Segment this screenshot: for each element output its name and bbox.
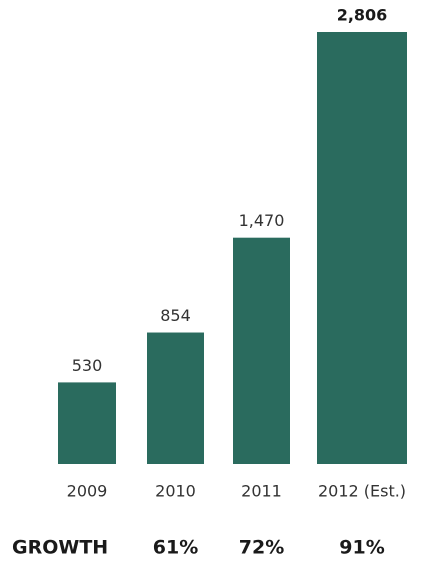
bar bbox=[317, 32, 407, 464]
growth-label: GROWTH bbox=[12, 537, 108, 559]
growth-value: 91% bbox=[339, 537, 384, 559]
growth-value: 61% bbox=[153, 537, 198, 559]
value-label: 530 bbox=[72, 356, 103, 375]
bar bbox=[233, 237, 290, 464]
growth-value: 72% bbox=[239, 537, 284, 559]
x-tick-label: 2012 (Est.) bbox=[318, 482, 406, 501]
value-label: 2,806 bbox=[337, 6, 388, 25]
x-tick-label: 2009 bbox=[67, 482, 108, 501]
bar bbox=[58, 382, 116, 464]
x-tick-label: 2011 bbox=[241, 482, 282, 501]
value-label: 854 bbox=[160, 306, 191, 325]
bar bbox=[147, 332, 204, 464]
x-tick-label: 2010 bbox=[155, 482, 196, 501]
value-label: 1,470 bbox=[239, 211, 285, 230]
